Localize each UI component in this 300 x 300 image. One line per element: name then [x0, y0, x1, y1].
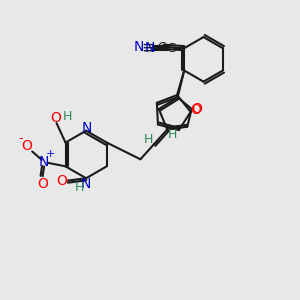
Text: C: C: [157, 41, 166, 54]
Text: O: O: [22, 139, 33, 153]
Text: O: O: [56, 174, 67, 188]
Text: +: +: [46, 149, 55, 160]
Text: H: H: [75, 181, 84, 194]
Text: H: H: [168, 128, 177, 141]
Text: O: O: [190, 103, 202, 117]
Text: H: H: [62, 110, 72, 123]
Text: ≡: ≡: [142, 38, 155, 56]
Text: H: H: [144, 133, 153, 146]
Text: O: O: [51, 111, 62, 125]
Text: N: N: [134, 40, 144, 54]
Text: N: N: [81, 177, 91, 190]
Text: O: O: [37, 178, 48, 191]
Text: O: O: [192, 102, 203, 116]
Text: -: -: [18, 132, 22, 145]
Text: N: N: [39, 155, 49, 169]
Text: N: N: [144, 41, 154, 55]
Text: C: C: [166, 42, 176, 55]
Text: N: N: [82, 121, 92, 135]
